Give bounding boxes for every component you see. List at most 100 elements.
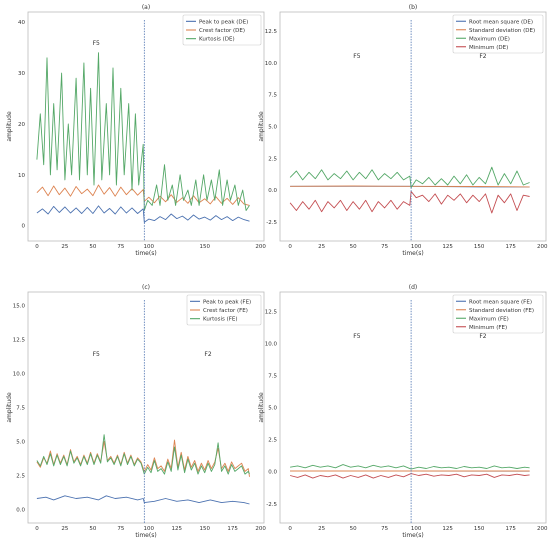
legend-label: Kurtosis (FE) [203, 317, 238, 323]
series-line-blue [36, 205, 250, 223]
panel-title: (d) [409, 284, 418, 291]
panel-c: (c) 0 25 50 75 100 125 150 175 200 0.0 2.5 5.0 7.5 10.… [6, 284, 266, 539]
region-label: F5 [353, 333, 360, 340]
series-line-green [36, 52, 250, 211]
plot-frame [279, 11, 547, 242]
series-line-green [290, 464, 530, 470]
y-tick-label: 2.5 [268, 156, 277, 162]
y-tick-label: -2.5 [266, 502, 277, 508]
y-tick-label: 40 [18, 20, 25, 26]
x-axis-label: time(s) [135, 250, 156, 257]
x-tick-label: 150 [199, 526, 210, 532]
region-label: F2 [204, 351, 211, 358]
legend-label: Peak to peak (DE) [199, 19, 248, 25]
legend-box [452, 294, 544, 334]
y-tick-label: 30 [18, 71, 25, 77]
y-tick-label: 5.0 [268, 406, 277, 412]
plot-frame [27, 291, 265, 524]
legend-box [182, 14, 262, 46]
y-tick-label: 20 [18, 122, 25, 128]
x-tick-label: 175 [227, 526, 238, 532]
x-tick-label: 75 [381, 244, 388, 250]
panel-title: (a) [142, 4, 150, 11]
y-tick-label: 10 [18, 173, 25, 179]
x-tick-label: 100 [144, 526, 155, 532]
y-tick-label: 10.0 [13, 372, 26, 378]
region-label: F2 [479, 333, 486, 340]
x-tick-label: 125 [442, 244, 453, 250]
y-tick-label: 12.5 [265, 309, 278, 315]
x-tick-label: 150 [474, 244, 485, 250]
legend-label: Standard deviation (FE) [469, 308, 534, 314]
x-tick-label: 125 [172, 526, 183, 532]
y-tick-label: 0.0 [268, 470, 277, 476]
x-tick-label: 175 [505, 244, 516, 250]
x-axis-label: time(s) [402, 250, 423, 257]
y-tick-label: 0 [22, 224, 26, 230]
x-tick-label: 75 [117, 244, 124, 250]
x-tick-label: 100 [411, 526, 422, 532]
legend: Peak to peak (DE) Crest factor (DE) Kurtos… [182, 14, 262, 46]
legend-label: Peak to peak (FE) [203, 299, 251, 305]
x-tick-label: 200 [537, 244, 548, 250]
series-line-red [289, 190, 530, 214]
panel-title: (c) [142, 284, 150, 291]
y-tick-label: 10.0 [265, 341, 278, 347]
y-axis-label: amplitude [6, 111, 13, 142]
legend-label: Crest factor (FE) [203, 308, 248, 314]
plot-frame [279, 291, 547, 524]
x-axis-label: time(s) [402, 532, 423, 539]
series-line-red [289, 473, 530, 479]
x-tick-label: 25 [61, 526, 68, 532]
x-tick-label: 75 [381, 526, 388, 532]
y-tick-label: 5.0 [268, 125, 277, 131]
y-tick-label: 15.0 [13, 304, 26, 310]
x-tick-label: 0 [35, 244, 39, 250]
legend-label: Maximum (DE) [469, 36, 510, 42]
y-tick-label: 0.0 [268, 188, 277, 194]
x-tick-label: 50 [350, 526, 357, 532]
legend: Root mean square (FE) Standard deviation … [452, 294, 544, 334]
legend-label: Standard deviation (DE) [469, 28, 535, 34]
y-tick-label: 7.5 [268, 373, 277, 379]
x-tick-label: 200 [255, 244, 266, 250]
y-tick-label: 7.5 [268, 93, 277, 99]
legend-label: Root mean square (FE) [469, 299, 532, 305]
x-tick-label: 100 [144, 244, 155, 250]
y-tick-label: 12.5 [13, 338, 26, 344]
series-line-green [289, 166, 530, 189]
legend-label: Root mean square (DE) [469, 19, 533, 25]
legend-label: Kurtosis (DE) [199, 37, 235, 43]
x-tick-label: 200 [255, 526, 266, 532]
y-tick-label: 10.0 [265, 61, 278, 67]
y-tick-label: 12.5 [265, 29, 278, 35]
x-tick-label: 0 [288, 244, 292, 250]
x-tick-label: 0 [35, 526, 39, 532]
legend-label: Minimum (DE) [469, 45, 508, 51]
x-tick-label: 50 [89, 244, 96, 250]
x-tick-label: 50 [89, 526, 96, 532]
y-tick-label: 0.0 [16, 507, 25, 513]
y-tick-label: 5.0 [16, 439, 25, 445]
legend-label: Minimum (FE) [469, 325, 507, 331]
x-tick-label: 25 [61, 244, 68, 250]
y-axis-label: amplitude [6, 392, 13, 423]
y-axis-label: amplitude [258, 392, 265, 423]
region-label: F2 [479, 53, 486, 60]
x-axis-label: time(s) [135, 532, 156, 539]
x-tick-label: 50 [350, 244, 357, 250]
legend: Peak to peak (FE) Crest factor (FE) Kurtos… [186, 294, 262, 326]
y-axis-label: amplitude [258, 111, 265, 142]
x-tick-label: 125 [442, 526, 453, 532]
x-tick-label: 200 [537, 526, 548, 532]
region-label: F5 [93, 351, 100, 358]
legend-label: Crest factor (DE) [199, 28, 245, 34]
series-line-orange [290, 185, 530, 188]
x-tick-label: 25 [318, 526, 325, 532]
x-tick-label: 150 [474, 526, 485, 532]
panel-b: (b) 0 25 50 75 100 125 150 175 200 -2.5 0.0 2.5 5.0 7.… [258, 4, 548, 257]
x-tick-label: 25 [318, 244, 325, 250]
y-tick-label: 2.5 [268, 438, 277, 444]
panel-a: (a) 0 25 50 75 100 150 200 0 10 20 30 40 time(s) ampli… [6, 4, 266, 257]
